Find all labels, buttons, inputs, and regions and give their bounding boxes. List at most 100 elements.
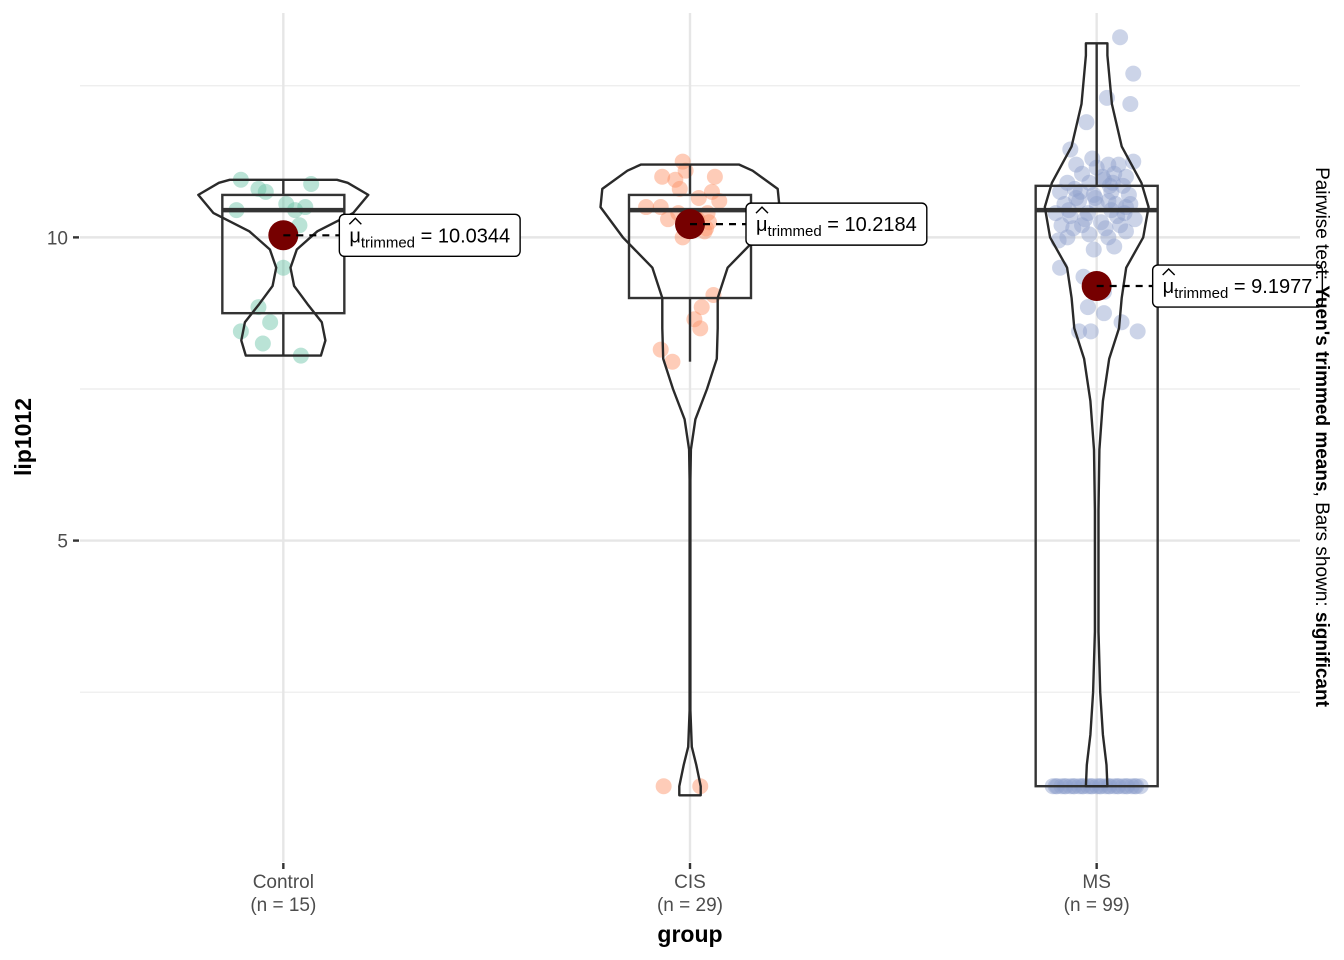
data-point <box>1074 217 1091 234</box>
data-point <box>1082 323 1099 340</box>
data-point <box>275 259 292 276</box>
caption-bars: significant <box>1311 612 1332 708</box>
data-point <box>1072 183 1089 200</box>
data-point <box>706 168 723 185</box>
mean-label-box <box>1151 264 1324 308</box>
data-point <box>1093 214 1110 231</box>
data-point <box>1081 226 1098 243</box>
data-point <box>1110 156 1127 173</box>
mean-label-text: μtrimmed = 9.1977 <box>1163 276 1313 302</box>
mean-label-subscript: trimmed <box>768 223 822 240</box>
mean-label-box <box>338 213 521 257</box>
trimmed-mean-label: μtrimmed = 10.2184 <box>745 202 928 246</box>
group-ms <box>1034 29 1159 795</box>
data-point <box>701 214 718 231</box>
mean-label-box <box>745 202 928 246</box>
caption-middle: , Bars shown: <box>1311 492 1332 612</box>
data-point <box>1112 217 1129 234</box>
data-point <box>1112 29 1129 46</box>
mean-label-hat <box>1162 268 1176 276</box>
x-tick-label: CIS <box>674 872 706 893</box>
data-point <box>1085 241 1102 258</box>
data-point <box>1120 186 1137 203</box>
mean-label-subscript: trimmed <box>361 234 415 251</box>
data-point <box>1106 165 1123 182</box>
x-tick-label: Control <box>253 872 314 893</box>
data-point <box>1095 305 1112 322</box>
mean-label-text: μtrimmed = 10.2184 <box>756 214 917 240</box>
data-point <box>1125 153 1142 170</box>
data-point <box>1052 259 1069 276</box>
data-point <box>250 180 267 197</box>
data-point <box>1100 192 1117 209</box>
data-point <box>1100 229 1117 246</box>
data-point <box>262 314 279 331</box>
violin <box>599 163 781 797</box>
violin <box>197 178 370 357</box>
data-point <box>1100 156 1117 173</box>
box <box>627 193 753 300</box>
groups-layer <box>197 29 1159 797</box>
group-control <box>197 171 370 364</box>
mean-label-hat <box>348 217 362 225</box>
caption-prefix: Pairwise test: <box>1311 167 1332 285</box>
data-point <box>1068 156 1085 173</box>
group-cis <box>599 153 781 797</box>
x-tick-count: (n = 99) <box>1064 895 1130 916</box>
data-point <box>303 176 320 193</box>
mean-label-mu: μ <box>756 214 768 236</box>
x-tick-label: MS <box>1082 872 1111 893</box>
y-tick-label: 10 <box>47 228 68 249</box>
mean-label-mu: μ <box>1163 276 1175 298</box>
mean-label-mu: μ <box>349 225 361 247</box>
data-point <box>692 320 709 337</box>
data-point <box>1079 299 1096 316</box>
data-point <box>664 353 681 370</box>
data-point <box>1074 165 1091 182</box>
y-tick-label: 5 <box>57 532 68 553</box>
data-point <box>671 180 688 197</box>
x-tick-count: (n = 15) <box>250 895 316 916</box>
data-point <box>1052 183 1069 200</box>
violin <box>1043 42 1150 788</box>
data-point <box>1103 183 1120 200</box>
x-axis-title: group <box>657 921 722 947</box>
data-point <box>254 335 271 352</box>
data-point <box>711 192 728 209</box>
mean-label-value: = 9.1977 <box>1228 276 1312 298</box>
data-point <box>1106 238 1123 255</box>
data-point <box>1071 192 1088 209</box>
data-point <box>667 171 684 188</box>
trimmed-mean-label: μtrimmed = 10.0344 <box>338 213 521 257</box>
data-point <box>655 778 672 795</box>
data-point <box>1129 323 1146 340</box>
data-point <box>1117 223 1134 240</box>
data-point <box>1125 65 1142 82</box>
data-point <box>652 341 669 358</box>
y-axis-title: lip1012 <box>10 398 36 476</box>
data-point <box>1094 168 1111 185</box>
trimmed-mean-label: μtrimmed = 9.1977 <box>1151 264 1324 308</box>
data-point <box>257 183 274 200</box>
data-point <box>693 299 710 316</box>
mean-label-text: μtrimmed = 10.0344 <box>349 225 510 251</box>
mean-label-subscript: trimmed <box>1174 285 1228 302</box>
data-point <box>1113 314 1130 331</box>
data-point <box>1068 189 1085 206</box>
data-point <box>1053 217 1070 234</box>
caption: Pairwise test: Yuen's trimmed means, Bar… <box>1311 167 1332 708</box>
data-point <box>1097 220 1114 237</box>
data-point <box>638 199 655 216</box>
data-point <box>1065 220 1082 237</box>
data-point <box>1078 114 1095 131</box>
mean-label-hat <box>755 206 769 214</box>
data-point <box>654 168 671 185</box>
axes: 5 10 Control(n = 15) CIS(n = 29) MS(n = 99) <box>47 228 1130 916</box>
data-point <box>1126 211 1143 228</box>
data-point <box>1087 189 1104 206</box>
data-point <box>1095 171 1112 188</box>
data-point <box>1117 168 1134 185</box>
data-point <box>297 199 314 216</box>
